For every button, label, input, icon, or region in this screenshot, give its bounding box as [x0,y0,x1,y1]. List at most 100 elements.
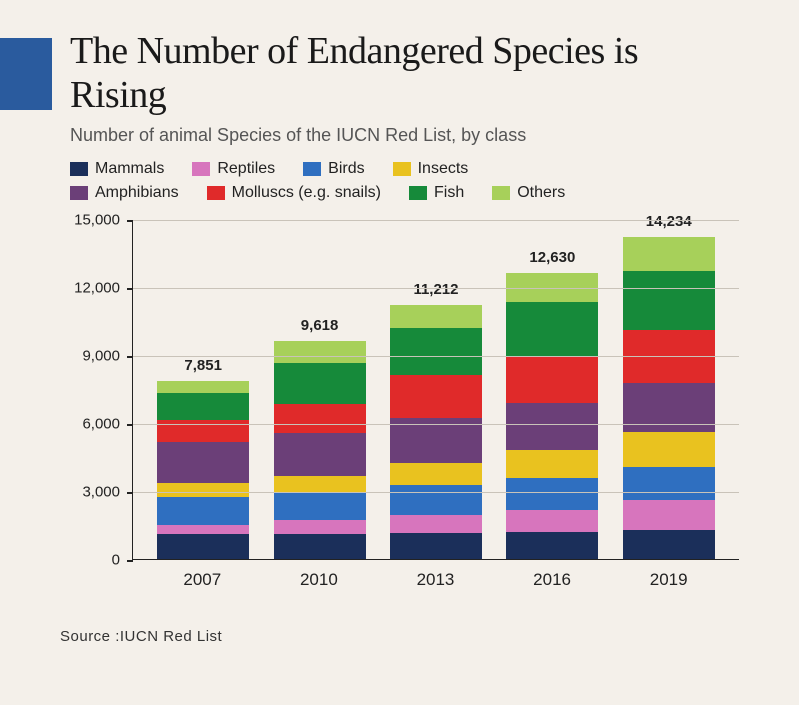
bar-segment-amphibians [506,403,598,450]
x-tick-label: 2019 [623,560,715,600]
legend-swatch [192,162,210,176]
legend-item-birds: Birds [303,160,364,178]
page-subtitle: Number of animal Species of the IUCN Red… [70,125,739,146]
y-tick-label: 0 [112,552,120,569]
chart-area: 03,0006,0009,00012,00015,000 7,8519,6181… [70,220,739,600]
bar-segment-birds [274,492,366,520]
legend-swatch [70,186,88,200]
y-tick-label: 12,000 [74,280,120,297]
bar-segment-insects [274,476,366,493]
page-title: The Number of Endangered Species is Risi… [70,30,739,117]
bar-segment-mammals [390,533,482,559]
bar-segment-reptiles [390,515,482,533]
y-tick-mark [127,220,133,222]
bar-segment-mammals [157,534,249,559]
bar-segment-fish [274,363,366,404]
y-tick-mark [127,492,133,494]
y-tick-mark [127,288,133,290]
bar-segment-birds [390,485,482,515]
bar-segment-others [390,305,482,327]
bar-segment-molluscs [390,375,482,418]
y-tick-label: 3,000 [82,484,120,501]
grid-line [133,288,739,289]
stacked-bar: 11,212 [390,305,482,559]
bar-segment-insects [157,483,249,497]
bar-segment-insects [623,432,715,467]
bar-segment-fish [390,328,482,376]
bars: 7,851 9,618 11,212 12,630 14,234 [133,220,739,559]
bar-segment-amphibians [157,442,249,483]
x-tick-label: 2007 [156,560,248,600]
stacked-bar: 7,851 [157,381,249,559]
bar-group: 9,618 [274,341,366,559]
legend-item-insects: Insects [393,160,469,178]
legend-label: Reptiles [217,160,275,178]
bar-segment-birds [506,478,598,509]
legend-swatch [303,162,321,176]
grid-line [133,492,739,493]
x-tick-label: 2016 [506,560,598,600]
bar-segment-others [157,381,249,393]
y-tick-label: 6,000 [82,416,120,433]
legend-label: Amphibians [95,184,179,202]
x-tick-label: 2010 [273,560,365,600]
legend-swatch [207,186,225,200]
bar-segment-fish [506,302,598,355]
x-tick-label: 2013 [389,560,481,600]
bar-segment-molluscs [506,356,598,404]
stacked-bar: 9,618 [274,341,366,559]
bar-segment-others [274,341,366,362]
bar-segment-amphibians [274,433,366,476]
stacked-bar: 12,630 [506,273,598,559]
bar-segment-molluscs [274,404,366,433]
legend-item-reptiles: Reptiles [192,160,275,178]
plot: 7,851 9,618 11,212 12,630 14,234 [132,220,739,560]
bar-segment-birds [623,467,715,501]
bar-segment-insects [506,450,598,478]
bar-segment-others [623,237,715,271]
y-tick-label: 9,000 [82,348,120,365]
legend-label: Molluscs (e.g. snails) [232,184,381,202]
bar-segment-birds [157,497,249,525]
legend-label: Birds [328,160,364,178]
legend-swatch [393,162,411,176]
bar-group: 11,212 [390,305,482,559]
bar-total-label: 11,212 [413,281,458,298]
bar-total-label: 7,851 [184,357,222,374]
legend-label: Insects [418,160,469,178]
bar-group: 12,630 [506,273,598,559]
grid-line [133,356,739,357]
legend-item-molluscs: Molluscs (e.g. snails) [207,184,381,202]
bar-total-label: 9,618 [301,317,339,334]
y-tick-mark [127,356,133,358]
legend-swatch [409,186,427,200]
bar-segment-reptiles [157,525,249,535]
bar-segment-mammals [506,532,598,559]
legend: Mammals Reptiles Birds Insects Amphibians Mol… [70,160,710,208]
bar-group: 14,234 [623,237,715,560]
bar-segment-mammals [623,530,715,559]
legend-label: Fish [434,184,464,202]
bar-segment-reptiles [623,500,715,529]
bar-segment-mammals [274,534,366,560]
bar-segment-fish [157,393,249,420]
source-label: Source :IUCN Red List [60,628,739,645]
legend-swatch [492,186,510,200]
stacked-bar: 14,234 [623,237,715,560]
y-axis: 03,0006,0009,00012,00015,000 [70,220,126,560]
legend-item-others: Others [492,184,565,202]
legend-swatch [70,162,88,176]
bar-segment-reptiles [274,520,366,533]
y-tick-label: 15,000 [74,212,120,229]
grid-line [133,220,739,221]
bar-total-label: 12,630 [529,249,575,266]
grid-line [133,424,739,425]
bar-segment-fish [623,271,715,330]
bar-segment-insects [390,463,482,486]
y-tick-mark [127,424,133,426]
legend-label: Others [517,184,565,202]
bar-group: 7,851 [157,381,249,559]
bar-segment-reptiles [506,510,598,533]
legend-label: Mammals [95,160,164,178]
legend-item-mammals: Mammals [70,160,164,178]
